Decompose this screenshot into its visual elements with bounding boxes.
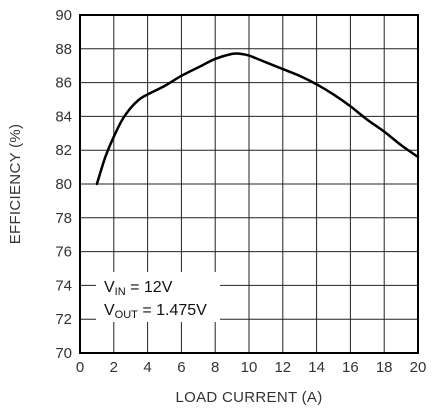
x-axis-ticks: 0 2 4 6 8 10 12 14 16 18 20 bbox=[76, 359, 427, 376]
annotation-vin: VIN = 12V bbox=[104, 279, 173, 298]
y-tick-label: 82 bbox=[55, 142, 72, 159]
y-tick-label: 84 bbox=[55, 108, 72, 125]
y-tick-label: 76 bbox=[55, 244, 72, 261]
x-tick-label: 4 bbox=[143, 359, 151, 376]
x-tick-label: 12 bbox=[274, 359, 291, 376]
y-tick-label: 88 bbox=[55, 41, 72, 58]
efficiency-curve bbox=[95, 52, 420, 186]
x-tick-label: 14 bbox=[308, 359, 325, 376]
y-tick-label: 70 bbox=[55, 345, 72, 362]
y-tick-label: 78 bbox=[55, 210, 72, 227]
y-tick-label: 72 bbox=[55, 311, 72, 328]
x-tick-label: 6 bbox=[177, 359, 185, 376]
x-axis-title: LOAD CURRENT (A) bbox=[175, 389, 322, 406]
annotation-vout: VOUT = 1.475V bbox=[104, 302, 207, 321]
y-tick-label: 86 bbox=[55, 75, 72, 92]
y-tick-label: 80 bbox=[55, 176, 72, 193]
x-tick-label: 20 bbox=[410, 359, 427, 376]
x-tick-label: 10 bbox=[241, 359, 258, 376]
x-tick-label: 8 bbox=[211, 359, 219, 376]
x-tick-label: 16 bbox=[342, 359, 359, 376]
y-tick-label: 74 bbox=[55, 277, 72, 294]
y-axis-title: EFFICIENCY (%) bbox=[7, 124, 24, 245]
plot-frame bbox=[79, 14, 419, 354]
x-tick-label: 18 bbox=[376, 359, 393, 376]
x-tick-label: 0 bbox=[76, 359, 84, 376]
y-axis-ticks: 70 72 74 76 78 80 82 84 86 88 90 bbox=[55, 7, 72, 362]
annotation-background bbox=[96, 272, 220, 322]
y-tick-label: 90 bbox=[55, 7, 72, 24]
x-tick-label: 2 bbox=[110, 359, 118, 376]
